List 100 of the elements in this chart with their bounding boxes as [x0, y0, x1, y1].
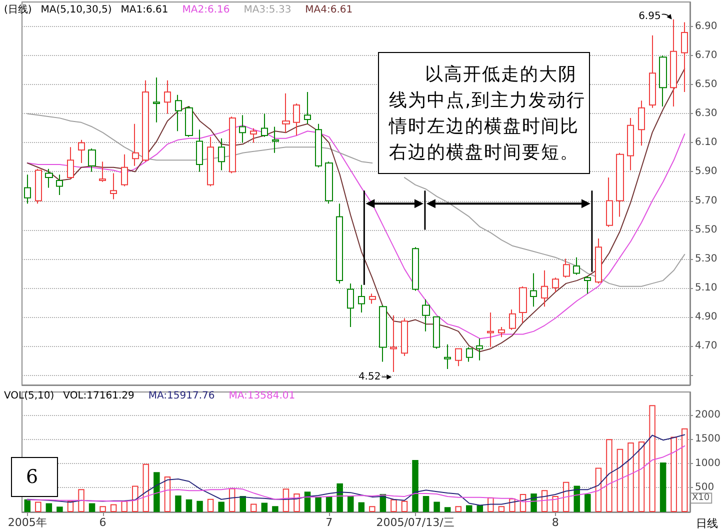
candlestick [67, 146, 74, 180]
candlestick [509, 309, 516, 330]
bar [660, 462, 666, 512]
bar [46, 503, 52, 512]
y-tick-label: 6.30 [695, 108, 718, 120]
bar [261, 502, 268, 512]
x-tick-label: 7 [326, 516, 333, 529]
x-tick-label: 2005/07/13/三 [376, 516, 454, 529]
candlestick [412, 246, 419, 292]
annotation: 以高开低走的大阴线为中点,到主力发动行情时左边的横盘时间比右边的横盘时间要短。 [378, 52, 590, 174]
candlestick [476, 338, 483, 361]
bar [638, 442, 645, 512]
y-tick-label: 4.70 [695, 340, 718, 352]
bar [186, 499, 192, 512]
candlestick [616, 152, 624, 218]
candlestick [99, 161, 106, 182]
bar [78, 489, 84, 512]
candlestick [24, 174, 31, 204]
bar [434, 502, 440, 512]
y-tick-label: 5.30 [695, 253, 718, 264]
candlestick [35, 168, 42, 204]
candlestick [649, 34, 656, 108]
y-tick-label: 500 [695, 482, 714, 494]
candlestick [88, 148, 96, 172]
candlestick [261, 113, 268, 138]
candlestick [584, 276, 591, 294]
candlestick [369, 293, 376, 304]
line-series [26, 434, 686, 506]
bar [347, 496, 354, 512]
bar [24, 499, 31, 512]
text: MA:15917.76 [148, 390, 215, 402]
text: MA:13584.01 [228, 390, 296, 402]
candlestick [185, 106, 193, 138]
candlestick [272, 126, 279, 154]
candlestick [379, 304, 387, 362]
bar [369, 506, 376, 512]
bar [207, 498, 214, 512]
candlestick [110, 172, 117, 200]
candlestick [659, 55, 667, 107]
bar [110, 504, 117, 512]
bar [574, 486, 580, 512]
bar [304, 492, 311, 512]
x-axis-title: 日线 [696, 517, 718, 530]
candlestick [293, 103, 300, 136]
y-tick-label: 4.90 [695, 311, 718, 322]
candlestick [627, 118, 634, 171]
bar [175, 495, 182, 512]
candlestick [239, 114, 246, 144]
candlestick [336, 203, 343, 284]
candlestick [218, 138, 225, 171]
x-tick-label: 6 [99, 516, 106, 529]
candlestick [56, 174, 63, 196]
line-series [26, 445, 686, 502]
bar [466, 505, 472, 512]
candlestick [282, 92, 290, 134]
candlestick [250, 128, 257, 144]
y-tick-label: 6.50 [695, 79, 718, 90]
candlestick [498, 326, 505, 338]
candlestick [45, 168, 53, 188]
y-tick-label: 1500 [695, 434, 720, 445]
bar [616, 448, 624, 512]
annotation: 6 [11, 457, 58, 497]
x-tick-label: 2005年 [8, 516, 47, 529]
candlestick [422, 298, 430, 332]
bar [606, 439, 612, 512]
bar [584, 494, 591, 512]
chart-title: VOL(5,10) [4, 390, 54, 402]
bar [422, 496, 430, 512]
candlestick [132, 123, 139, 166]
text: MA2:6.16 [182, 4, 230, 16]
y-tick-label: 6.10 [695, 137, 718, 148]
bar [401, 500, 408, 512]
bar [670, 436, 677, 512]
bar [100, 506, 106, 512]
bar [164, 476, 171, 512]
candlestick [681, 22, 688, 92]
candlestick [325, 161, 333, 204]
candlestick [175, 94, 182, 132]
bar [196, 500, 203, 512]
candlestick [196, 129, 203, 172]
bar [412, 460, 418, 512]
candlestick [207, 136, 214, 187]
candlestick [444, 344, 451, 370]
bar [628, 442, 634, 512]
bar [444, 507, 451, 512]
candlestick [466, 346, 473, 362]
candlestick [358, 284, 365, 313]
candlestick [401, 318, 408, 356]
bar [562, 482, 570, 512]
bar [56, 506, 63, 512]
annotation: 4.52 [358, 371, 381, 382]
chart-title: (日线) [4, 4, 32, 16]
annotation: MA(5,10,30,5) [40, 4, 112, 16]
candlestick [638, 100, 645, 146]
y-axis-title: X10 [692, 493, 710, 504]
candlestick [552, 277, 559, 293]
bar [315, 496, 322, 512]
candlestick [595, 238, 602, 284]
y-tick-label: 6.70 [695, 50, 718, 62]
candlestick [573, 256, 580, 276]
